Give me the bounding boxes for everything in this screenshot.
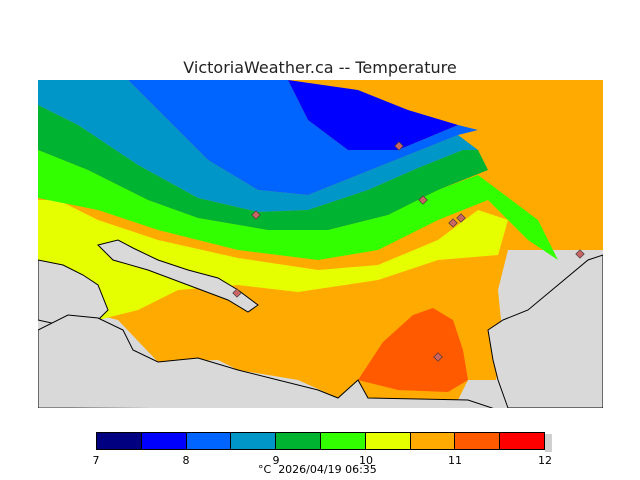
band-9-9.5 [38,150,558,260]
legend-swatch [320,433,366,449]
map-title: VictoriaWeather.ca -- Temperature [183,58,457,77]
legend-tick: 8 [182,454,190,467]
legend-swatch [455,433,501,449]
map-base [38,80,603,408]
band-7.5-8 [128,80,478,195]
legend-tick: 9 [272,454,280,467]
station-marker[interactable] [394,141,404,151]
sea-east [487,254,603,408]
band-7-7.5 [288,80,458,150]
legend-tick: 11 [448,454,462,467]
station-marker[interactable] [418,195,428,205]
band-8-8.5 [38,80,478,212]
station-marker[interactable] [232,288,242,298]
legend-swatch [500,433,544,449]
station-marker[interactable] [433,352,443,362]
water-cutouts [38,239,603,408]
color-legend [96,432,545,450]
station-marker[interactable] [575,249,585,259]
weather-stations [232,141,585,362]
unit-label: °C [258,463,272,476]
temperature-map[interactable] [38,80,603,408]
legend-swatch [365,433,411,449]
legend-tick: 10 [359,454,373,467]
timestamp: 2026/04/19 06:35 [278,463,377,476]
station-marker[interactable] [251,210,261,220]
legend-tick: 12 [538,454,552,467]
station-marker[interactable] [456,213,466,223]
legend-swatch [276,433,321,449]
legend-swatch [97,433,142,449]
temperature-bands [38,80,603,400]
sea-south [38,314,494,408]
legend-swatch [141,433,187,449]
legend-shadow [545,434,552,452]
band-11-12 [358,308,468,392]
legend-swatch [231,433,277,449]
inlet [97,239,259,313]
legend-tick: 7 [92,454,100,467]
band-8.5-9 [38,105,488,230]
legend-swatch [410,433,456,449]
band-9.5-10 [38,200,508,320]
station-marker[interactable] [448,218,458,228]
legend-footer: °C 2026/04/19 06:35 [258,463,377,476]
legend-swatch [186,433,232,449]
